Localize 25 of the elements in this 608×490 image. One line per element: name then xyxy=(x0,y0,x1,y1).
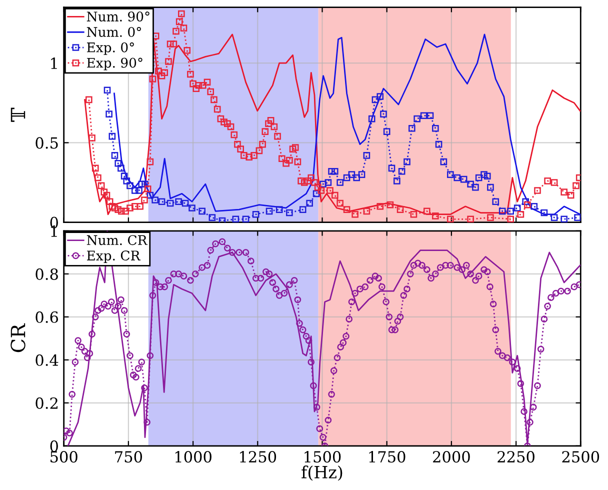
x-tick-label: 2250 xyxy=(498,451,534,463)
x-tick-label: 750 xyxy=(115,451,142,463)
y-axis-title: 𝕋 xyxy=(10,108,26,122)
y-tick-label: 0.2 xyxy=(36,397,58,409)
x-tick-label: 1000 xyxy=(175,451,212,463)
x-axis-title: f(Hz) xyxy=(302,466,342,481)
y-tick-label: 1 xyxy=(51,58,57,69)
x-tick-label: 1500 xyxy=(304,451,341,463)
y-tick-label: 0.8 xyxy=(36,268,58,280)
x-tick-label: 2000 xyxy=(433,451,470,463)
legend-label: Num. 0° xyxy=(86,26,141,37)
y-tick-label: 0.4 xyxy=(36,354,58,366)
y-tick-label: 0.5 xyxy=(36,137,58,149)
legend-label: Num. CR xyxy=(86,235,148,246)
legend-label: Exp. CR xyxy=(87,250,141,264)
x-tick-label: 1250 xyxy=(240,451,276,463)
legend-label: Exp. 90° xyxy=(87,58,142,70)
legend-label: Num. 90° xyxy=(86,12,150,22)
y-tick-label: 0 xyxy=(50,440,58,452)
x-tick-label: 2500 xyxy=(562,451,600,463)
y-tick-label: 0.6 xyxy=(36,311,58,323)
x-tick-label: 500 xyxy=(50,451,78,463)
legend-label: Exp. 0° xyxy=(87,42,134,55)
x-tick-label: 1750 xyxy=(369,451,406,463)
y-axis-title: CR xyxy=(10,323,26,352)
